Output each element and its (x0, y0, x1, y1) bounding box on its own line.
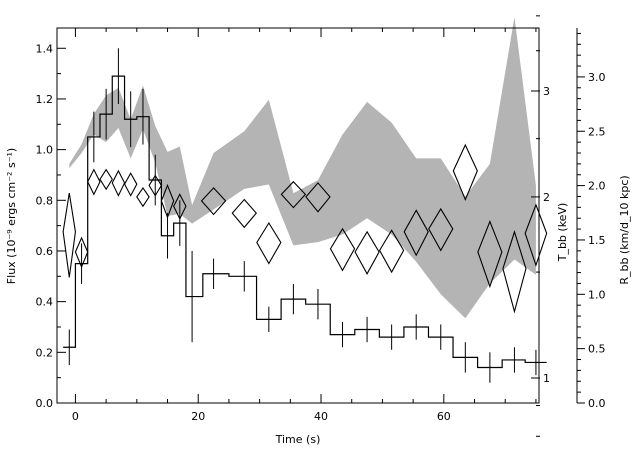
radius-band-layer (69, 17, 536, 319)
axes-layer: 0 20 40 60 0.0 0.2 0.4 0.6 0.8 1.0 1.2 1.4 1 2 3 0.0 0.5… (36, 15, 606, 437)
radius-tick-label: 2.0 (588, 180, 606, 193)
radius-tick-label: 1.5 (588, 234, 606, 247)
plot-frame (56, 27, 540, 404)
left-y-tick-label: 0.6 (36, 245, 54, 258)
temperature-diamond (87, 168, 101, 196)
x-tick-label: 40 (314, 410, 328, 423)
temperature-diamond (160, 183, 175, 219)
temperature-diamond (136, 186, 150, 208)
temperature-diamond (123, 172, 138, 197)
x-tick-label: 0 (72, 410, 79, 423)
temperature-diamond-layer (62, 143, 548, 314)
temperature-diamond (148, 174, 163, 197)
temperature-diamond (502, 229, 527, 314)
radius-axis-label: R_bb (km/d_10 kpc) (618, 175, 631, 284)
temperature-diamond (403, 209, 429, 257)
radius-band (69, 17, 536, 319)
left-y-tick-label: 0.0 (36, 397, 54, 410)
radius-tick-label: 3.0 (588, 71, 606, 84)
x-tick-label: 20 (191, 410, 205, 423)
x-axis-label: Time (s) (275, 433, 321, 446)
temperature-axis-label: T_bb (keV) (556, 203, 569, 263)
temperature-diamond (305, 182, 331, 213)
temperature-diamond (280, 180, 307, 209)
temperature-diamond (329, 227, 356, 272)
radius-tick-label: 0.5 (588, 343, 606, 356)
temperature-diamond (524, 203, 548, 267)
temperature-diamond (452, 143, 478, 201)
left-y-tick-label: 0.8 (36, 194, 54, 207)
temperature-diamond (231, 198, 258, 229)
temperature-diamond (111, 169, 126, 197)
temperature-diamond (256, 221, 282, 265)
temperature-tick-label: 1 (543, 372, 550, 385)
flux-histogram-layer (63, 48, 547, 383)
temperature-tick-label: 3 (543, 85, 550, 98)
flux-histogram-line (63, 75, 547, 369)
temperature-diamond (62, 192, 76, 278)
left-y-axis-label: Flux (10⁻⁹ ergs cm⁻² s⁻¹) (5, 148, 18, 284)
temperature-diamond (173, 193, 187, 220)
temperature-diamond (379, 229, 405, 274)
left-y-tick-label: 0.2 (36, 346, 54, 359)
temperature-diamond (200, 187, 227, 216)
left-y-tick-label: 1.4 (36, 42, 54, 55)
radius-tick-label: 1.0 (588, 288, 606, 301)
temperature-diamond (354, 230, 380, 275)
left-y-tick-label: 0.4 (36, 296, 54, 309)
left-y-tick-label: 1.0 (36, 144, 54, 157)
temperature-diamond (74, 236, 89, 269)
temperature-tick-label: 2 (543, 191, 550, 204)
temperature-diamond (99, 168, 113, 191)
x-tick-label: 60 (437, 410, 451, 423)
temperature-diamond (428, 207, 454, 252)
radius-tick-label: 0.0 (588, 397, 606, 410)
radius-tick-label: 2.5 (588, 125, 606, 138)
temperature-diamond (477, 220, 503, 289)
left-y-tick-label: 1.2 (36, 93, 54, 106)
